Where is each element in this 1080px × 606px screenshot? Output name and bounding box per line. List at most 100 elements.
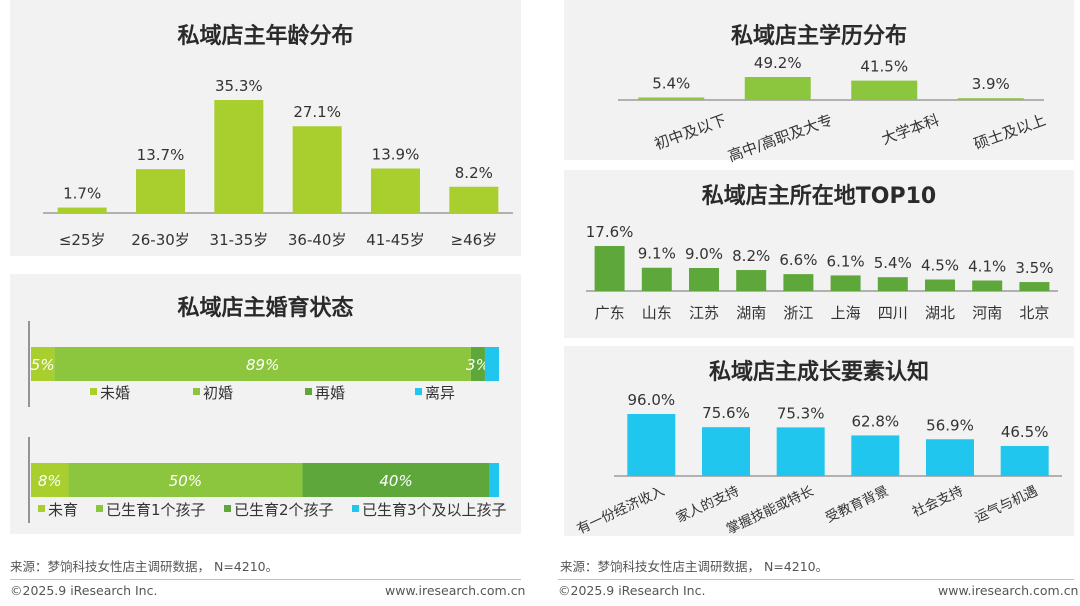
panel-age: 私域店主年龄分布 1.7% ≤25岁 13.7% 26-30岁 35.3% 31-35岁 2…: [10, 0, 521, 256]
loc-bar: [689, 267, 719, 291]
loc-value-label: 9.0%: [685, 245, 723, 263]
age-bar: [371, 168, 420, 213]
marital-segment: [484, 347, 499, 381]
loc-value-label: 3.5%: [1015, 259, 1053, 277]
loc-category-label: 湖南: [736, 304, 766, 322]
growth-value-label: 62.8%: [852, 412, 900, 430]
age-bar: [292, 126, 342, 213]
loc-bar: [972, 280, 1003, 291]
marital-segment: [31, 347, 55, 381]
edu-value-label: 3.9%: [972, 75, 1010, 93]
growth-bar: [1000, 445, 1049, 476]
loc-bar: [1019, 282, 1050, 291]
growth-category-label: 有一份经济收入: [575, 483, 668, 538]
panel-growth: 私域店主成长要素认知 96.0% 有一份经济收入 75.6% 家人的支持 75.3% 掌握…: [564, 346, 1074, 538]
copyright-left: ©2025.9 iResearch Inc.: [10, 583, 158, 598]
marital-chart-title: 私域店主婚育状态: [177, 296, 354, 321]
panel-marital: 私域店主婚育状态 5% 89% 3% 8% 50% 40% 未婚 初婚 再婚 离异 未育 已生育1个孩…: [10, 274, 521, 534]
edu-bar: [957, 98, 1024, 100]
loc-bar: [925, 279, 955, 291]
footer-divider-right: [558, 579, 1074, 580]
edu-value-label: 41.5%: [860, 58, 908, 76]
growth-bar: [702, 427, 750, 476]
loc-bar: [877, 277, 908, 291]
edu-value-label: 5.4%: [652, 74, 690, 92]
loc-category-label: 四川: [878, 304, 908, 322]
loc-bar: [830, 275, 861, 291]
legend-label: 离异: [425, 384, 455, 402]
marital-segment-label: 50%: [169, 472, 202, 490]
loc-value-label: 6.1%: [827, 252, 865, 270]
loc-bar: [641, 267, 672, 291]
growth-category-label: 运气与机遇: [972, 483, 1040, 526]
website-right[interactable]: www.iresearch.com.cn: [938, 583, 1079, 598]
growth-bar: [851, 435, 900, 476]
loc-bar: [594, 246, 625, 291]
loc-value-label: 9.1%: [638, 245, 676, 263]
age-category-label: 36-40岁: [288, 231, 347, 249]
age-chart: 1.7% ≤25岁 13.7% 26-30岁 35.3% 31-35岁 27.1% 36-40…: [43, 77, 513, 249]
growth-bar: [926, 439, 974, 476]
age-value-label: 13.9%: [372, 146, 420, 164]
edu-category-label: 高中/高职及大专: [726, 111, 836, 166]
legend-label: 已生育3个及以上孩子: [362, 501, 507, 519]
loc-chart-title: 私域店主所在地TOP10: [701, 184, 937, 209]
source-note-right: 来源：梦饷科技女性店主调研数据， N=4210。: [560, 559, 829, 574]
marital-segment-label: 3%: [466, 356, 490, 374]
legend-swatch: [193, 388, 200, 395]
edu-bar: [638, 97, 705, 100]
legend-swatch: [352, 505, 359, 512]
marital-segment: [68, 463, 303, 497]
age-category-label: ≤25岁: [59, 231, 106, 249]
growth-chart: 96.0%有一份经济收入75.6%家人的支持75.3%掌握技能或特长62.8%受…: [575, 391, 1062, 538]
age-bar: [136, 169, 185, 213]
age-value-label: 35.3%: [215, 77, 263, 95]
marital-segment: [470, 347, 485, 381]
growth-bar: [627, 414, 676, 476]
growth-chart-title: 私域店主成长要素认知: [708, 360, 929, 385]
loc-category-label: 上海: [831, 304, 861, 322]
legend-swatch: [224, 505, 231, 512]
source-note-left: 来源：梦饷科技女性店主调研数据， N=4210。: [10, 559, 279, 574]
age-bar: [57, 207, 107, 213]
growth-value-label: 56.9%: [926, 416, 974, 434]
marital-segment: [302, 463, 490, 497]
loc-category-label: 湖北: [925, 304, 955, 322]
loc-bar: [783, 274, 814, 291]
loc-value-label: 5.4%: [874, 254, 912, 272]
age-bar: [449, 186, 499, 213]
marital-segment: [31, 463, 69, 497]
panel-location: 私域店主所在地TOP10 17.6% 广东 9.1% 山东 9.0% 江苏 8.2% 湖南 6.…: [564, 170, 1074, 338]
legend-swatch: [415, 388, 422, 395]
marital-segment-label: 5%: [31, 356, 55, 374]
loc-category-label: 北京: [1019, 304, 1049, 322]
loc-value-label: 8.2%: [732, 247, 770, 265]
growth-value-label: 96.0%: [628, 391, 676, 409]
edu-category-label: 大学本科: [879, 111, 942, 148]
footer-divider-left: [10, 579, 521, 580]
legend-swatch: [305, 388, 312, 395]
growth-value-label: 46.5%: [1001, 423, 1049, 441]
growth-category-label: 受教育背景: [823, 483, 891, 526]
website-left[interactable]: www.iresearch.com.cn: [385, 583, 526, 598]
growth-value-label: 75.3%: [777, 404, 825, 422]
age-value-label: 27.1%: [293, 103, 341, 121]
loc-category-label: 江苏: [689, 304, 719, 322]
loc-category-label: 广东: [595, 304, 625, 322]
legend-label: 已生育2个孩子: [234, 501, 334, 519]
loc-value-label: 4.1%: [968, 258, 1006, 276]
edu-value-label: 49.2%: [754, 54, 802, 72]
marital-segment: [54, 347, 471, 381]
panel-education: 私域店主学历分布 5.4% 初中及以下 49.2% 高中/高职及大专 41.5% 大学本科…: [564, 0, 1074, 165]
loc-chart: 17.6% 广东 9.1% 山东 9.0% 江苏 8.2% 湖南 6.6% 浙江 6.1% 上海 5.4…: [586, 223, 1058, 322]
legend-swatch: [38, 505, 45, 512]
age-category-label: ≥46岁: [451, 231, 498, 249]
legend-label: 初婚: [203, 384, 233, 402]
legend-label: 未婚: [100, 384, 130, 402]
loc-value-label: 6.6%: [779, 251, 817, 269]
legend-label: 已生育1个孩子: [106, 501, 206, 519]
legend-label: 未育: [48, 501, 78, 519]
age-category-label: 26-30岁: [131, 231, 190, 249]
age-chart-title: 私域店主年龄分布: [177, 24, 354, 49]
